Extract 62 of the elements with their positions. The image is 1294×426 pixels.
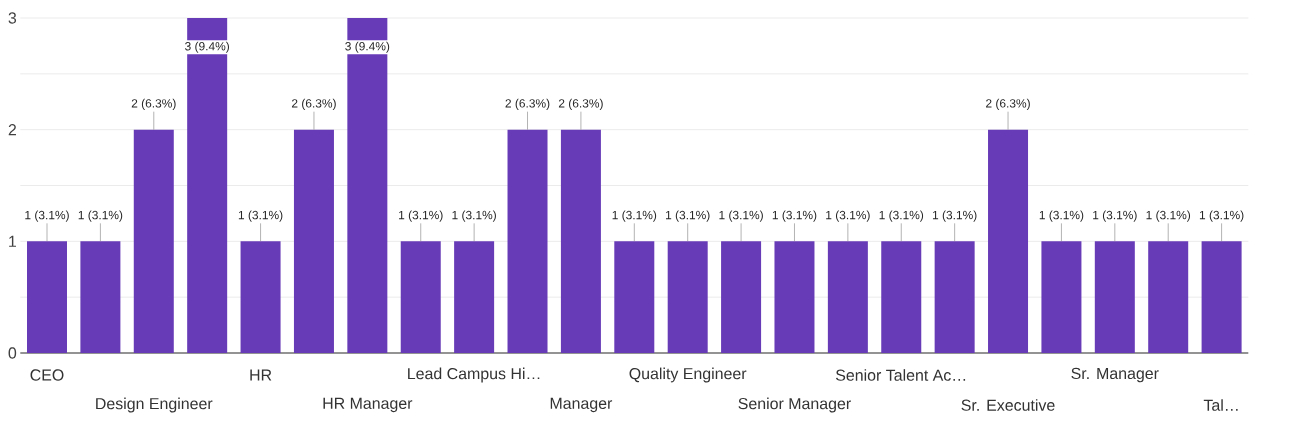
bar (507, 129, 548, 353)
data-label: 1 (3.1%) (826, 210, 870, 222)
x-tick-label: Senior Talent Ac… (835, 369, 966, 381)
data-label: 1 (3.1%) (399, 210, 443, 222)
bar (934, 241, 975, 353)
bar (293, 129, 334, 353)
bar (774, 241, 815, 353)
data-label: 1 (3.1%) (666, 210, 710, 222)
data-label: 1 (3.1%) (719, 210, 763, 222)
y-tick-label: 0 (8, 347, 17, 359)
bar (347, 18, 388, 353)
x-tick-label: Design Engineer (96, 397, 213, 413)
bar (881, 241, 922, 353)
bar (1041, 241, 1082, 353)
data-label: 3 (9.4%) (345, 41, 390, 53)
bar (827, 241, 868, 353)
data-label: 1 (3.1%) (772, 210, 817, 222)
bar (80, 241, 121, 353)
data-label: 2 (6.3%) (505, 98, 550, 110)
x-tick-label: Tal… (1203, 399, 1238, 411)
bar (187, 18, 228, 353)
x-tick-label: CEO (30, 369, 64, 381)
x-tick-label: Sr. Executive (961, 399, 1055, 411)
y-tick-label: 2 (8, 124, 16, 136)
data-label: 1 (3.1%) (1199, 210, 1244, 222)
data-label: 2 (6.3%) (131, 98, 176, 110)
data-label: 3 (9.4%) (185, 41, 229, 53)
x-tick-label: HR Manager (323, 397, 413, 413)
data-label: 2 (6.3%) (291, 98, 336, 110)
data-label: 1 (3.1%) (238, 210, 283, 222)
data-label: 1 (3.1%) (612, 210, 657, 222)
data-label: 1 (3.1%) (1146, 210, 1191, 222)
bar (133, 129, 174, 353)
bar (454, 241, 495, 353)
data-label: 1 (3.1%) (879, 210, 924, 222)
data-label: 2 (6.3%) (558, 98, 603, 110)
x-tick-label: Quality Engineer (629, 367, 747, 383)
x-tick-label: Manager (550, 397, 613, 413)
y-tick-label: 3 (8, 12, 17, 24)
data-label: 1 (3.1%) (1039, 210, 1084, 222)
bar (1094, 241, 1135, 353)
x-tick-label: Sr. Manager (1071, 367, 1159, 383)
bar (560, 129, 601, 353)
x-tick-label: HR (250, 369, 272, 381)
x-tick-label: Lead Campus Hi… (408, 367, 540, 383)
bar (400, 241, 441, 353)
bar (240, 241, 281, 353)
x-tick-label: Senior Manager (738, 397, 851, 413)
data-label: 1 (3.1%) (1093, 210, 1137, 222)
bar (1148, 241, 1189, 353)
bar (27, 241, 67, 353)
bar (721, 241, 762, 353)
bar (988, 129, 1029, 353)
data-label: 1 (3.1%) (452, 210, 496, 222)
data-label: 1 (3.1%) (932, 210, 977, 222)
y-tick-label: 1 (9, 235, 16, 247)
bar (1201, 241, 1242, 353)
data-label: 1 (3.1%) (25, 210, 69, 222)
data-label: 2 (6.3%) (986, 98, 1030, 110)
bar (614, 241, 655, 353)
bar (667, 241, 708, 353)
data-label: 1 (3.1%) (78, 210, 123, 222)
